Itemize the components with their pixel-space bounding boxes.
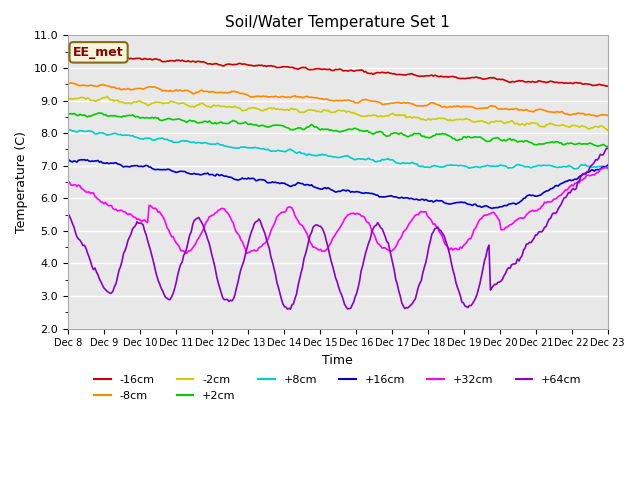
+8cm — [64, 127, 72, 133]
+16cm — [244, 175, 252, 181]
-8cm — [301, 94, 309, 99]
+32cm — [244, 250, 252, 255]
Title: Soil/Water Temperature Set 1: Soil/Water Temperature Set 1 — [225, 15, 451, 30]
+2cm — [97, 110, 105, 116]
-2cm — [244, 106, 252, 111]
+32cm — [225, 212, 233, 217]
+2cm — [64, 112, 72, 118]
-2cm — [253, 106, 261, 112]
Line: +64cm: +64cm — [68, 148, 608, 309]
+16cm — [253, 178, 261, 183]
+16cm — [227, 174, 234, 180]
-2cm — [604, 128, 612, 133]
-8cm — [67, 80, 75, 86]
+8cm — [575, 164, 583, 170]
-2cm — [64, 97, 72, 103]
+32cm — [64, 179, 72, 185]
-8cm — [593, 113, 601, 119]
+2cm — [132, 114, 140, 120]
+32cm — [604, 165, 612, 171]
-8cm — [604, 113, 612, 119]
-2cm — [301, 108, 309, 114]
+16cm — [64, 159, 72, 165]
+32cm — [575, 180, 583, 186]
Line: +32cm: +32cm — [68, 167, 608, 253]
+8cm — [253, 145, 261, 151]
+2cm — [604, 144, 612, 149]
Line: +2cm: +2cm — [68, 113, 608, 146]
-16cm — [575, 80, 583, 86]
+16cm — [488, 205, 496, 211]
-2cm — [132, 99, 140, 105]
Line: +8cm: +8cm — [68, 130, 608, 169]
+8cm — [227, 144, 234, 150]
+2cm — [244, 121, 252, 127]
+16cm — [81, 157, 88, 163]
-16cm — [227, 61, 234, 67]
-16cm — [301, 64, 309, 70]
+64cm — [252, 219, 260, 225]
+32cm — [301, 228, 309, 234]
-2cm — [575, 124, 583, 130]
-8cm — [64, 81, 72, 86]
-8cm — [244, 93, 252, 98]
+16cm — [132, 163, 140, 168]
+32cm — [602, 164, 610, 170]
-8cm — [575, 110, 583, 116]
+64cm — [130, 224, 138, 230]
+2cm — [301, 126, 309, 132]
Line: -2cm: -2cm — [68, 96, 608, 131]
+32cm — [130, 214, 138, 220]
+2cm — [253, 122, 261, 128]
+32cm — [253, 248, 261, 253]
Legend: -16cm, -8cm, -2cm, +2cm, +8cm, +16cm, +32cm, +64cm: -16cm, -8cm, -2cm, +2cm, +8cm, +16cm, +3… — [90, 371, 586, 405]
-16cm — [244, 62, 252, 68]
+8cm — [132, 134, 140, 140]
+8cm — [244, 145, 252, 151]
+64cm — [243, 246, 251, 252]
+2cm — [602, 144, 610, 149]
Line: -16cm: -16cm — [68, 55, 608, 86]
+8cm — [604, 166, 612, 172]
+2cm — [575, 140, 583, 146]
-2cm — [227, 104, 234, 110]
+64cm — [225, 299, 233, 304]
Line: +16cm: +16cm — [68, 160, 608, 208]
-16cm — [604, 83, 612, 89]
+64cm — [604, 145, 612, 151]
Text: EE_met: EE_met — [74, 46, 124, 59]
+64cm — [287, 306, 294, 312]
+64cm — [301, 251, 309, 257]
-16cm — [132, 56, 140, 61]
-8cm — [132, 86, 140, 92]
-16cm — [73, 52, 81, 58]
Y-axis label: Temperature (C): Temperature (C) — [15, 131, 28, 233]
X-axis label: Time: Time — [323, 354, 353, 367]
+16cm — [577, 173, 584, 179]
-2cm — [103, 94, 111, 99]
+64cm — [575, 178, 583, 184]
-8cm — [253, 93, 261, 99]
+16cm — [604, 162, 612, 168]
+8cm — [301, 152, 309, 157]
+2cm — [227, 119, 234, 125]
+16cm — [301, 182, 309, 188]
+32cm — [243, 251, 251, 256]
-16cm — [253, 63, 261, 69]
+8cm — [65, 127, 73, 132]
+64cm — [64, 210, 72, 216]
Line: -8cm: -8cm — [68, 83, 608, 116]
-8cm — [227, 90, 234, 96]
-16cm — [64, 54, 72, 60]
